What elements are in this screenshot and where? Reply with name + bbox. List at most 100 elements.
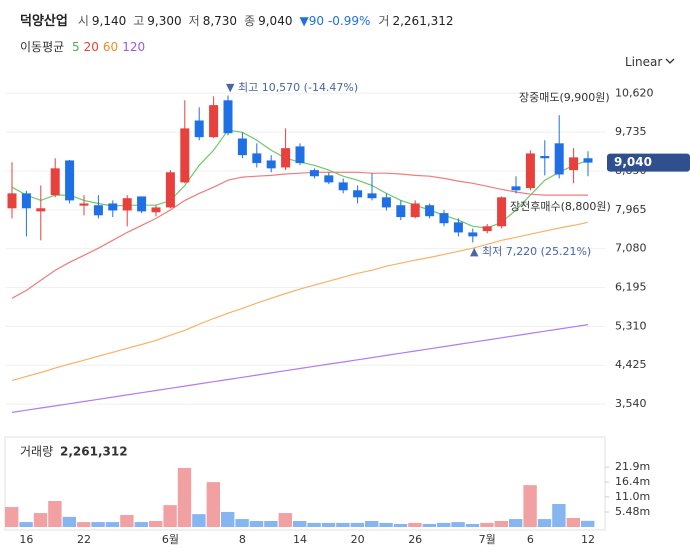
volume-bar [134, 522, 148, 527]
volume-total: 2,261,312 [60, 445, 128, 459]
candle-body [497, 197, 507, 227]
candle-body [569, 157, 579, 171]
volume-bar [393, 523, 408, 527]
candle-body [525, 153, 535, 189]
volume-bar [221, 511, 235, 527]
volume-bar [523, 485, 537, 527]
volume-bar [350, 522, 364, 527]
candle-body [266, 160, 276, 169]
x-tick-label: 22 [77, 533, 91, 546]
volume-tick-label: 21.9m [615, 460, 650, 473]
y-tick-label: 5,310 [615, 319, 647, 332]
candle-body [93, 205, 103, 216]
volume-bar [48, 501, 62, 527]
buy-annotation: 장전후매수(8,800원) [510, 200, 611, 213]
ma-legend-item: 5 [72, 40, 80, 54]
volume-bar [192, 514, 206, 527]
quote-label: 고 [133, 14, 145, 28]
scale-selector[interactable]: Linear [625, 55, 678, 69]
candle-body [108, 203, 118, 211]
volume-bar [537, 519, 552, 527]
volume-bar [365, 520, 379, 527]
x-tick-label: 7월 [479, 533, 496, 546]
volume-bar [163, 505, 177, 527]
ma-line [11, 221, 589, 381]
candle-body [209, 105, 219, 138]
ma-legend-item: 20 [83, 40, 99, 54]
candle-body [281, 148, 291, 168]
x-tick-label: 6 [527, 533, 534, 546]
volume-tick-label: 16.4m [615, 475, 650, 488]
x-tick-label: 8 [239, 533, 246, 546]
candle-body [338, 182, 348, 191]
volume-bar [465, 523, 480, 527]
volume-bar [91, 522, 105, 527]
volume-bar [235, 519, 249, 527]
ma-legend: 이동평균 5 20 60 120 [20, 38, 149, 55]
candle-body [295, 146, 305, 164]
candle-body [468, 232, 478, 237]
volume-bar [5, 507, 19, 527]
y-tick-label: 7,965 [615, 203, 647, 216]
x-tick-label: 14 [293, 533, 307, 546]
candle-body [50, 168, 60, 196]
candle-body [122, 198, 132, 211]
candle-body [324, 175, 334, 183]
low-annotation: ▲ 최저 7,220 (25.21%) [470, 245, 591, 258]
last-price-label: 9,040 [614, 155, 652, 169]
volume-tick-label: 11.0m [615, 490, 650, 503]
candle-body [252, 153, 262, 164]
volume-bar [19, 522, 33, 527]
candle-body [439, 213, 449, 224]
y-tick-label: 4,425 [615, 358, 647, 371]
quote-label: 종 [244, 14, 256, 28]
y-tick-label: 7,080 [615, 242, 647, 255]
candle-body [165, 172, 175, 208]
quote-label: 저 [188, 14, 200, 28]
candle-body [36, 208, 46, 212]
ma-legend-title: 이동평균 [20, 40, 65, 54]
ma-line [11, 171, 588, 299]
volume-bar [480, 522, 494, 527]
candle-body [7, 193, 17, 209]
volume-bar [105, 522, 120, 527]
volume-bar [249, 520, 264, 527]
volume-tick-label: 5.48m [615, 505, 650, 518]
candle-body [65, 160, 75, 201]
volume-bar [422, 523, 436, 527]
last-price-box [607, 153, 690, 172]
x-tick-label: 16 [19, 533, 33, 546]
volume-bar [408, 522, 422, 527]
y-tick-label: 8,850 [615, 164, 647, 177]
chevron [665, 58, 675, 64]
volume-bar [552, 504, 566, 527]
candle-body [453, 222, 463, 233]
candle-body [396, 205, 406, 218]
volume-bar [62, 516, 76, 527]
candle-body [194, 120, 204, 138]
candle-body [353, 190, 363, 198]
volume-bar [149, 520, 163, 527]
candle-body [151, 207, 161, 213]
volume-title: 거래량 [20, 445, 53, 459]
x-tick-label: 20 [351, 533, 365, 546]
candle-body [583, 158, 593, 163]
scale-label[interactable]: Linear [625, 55, 663, 69]
candle-body [425, 205, 435, 217]
x-tick-label: 6월 [162, 533, 179, 546]
quote-value: 2,261,312 [392, 14, 454, 28]
volume-bar [120, 514, 134, 527]
sell-annotation: 장중매도(9,900원) [519, 91, 610, 104]
y-tick-label: 3,540 [615, 397, 647, 410]
high-annotation: ▼ 최고 10,570 (-14.47%) [226, 81, 358, 94]
candle-body [223, 100, 233, 134]
volume-bar [77, 522, 91, 527]
volume-bar [451, 522, 465, 527]
y-tick-label: 6,195 [615, 281, 647, 294]
x-tick-label: 26 [408, 533, 422, 546]
candle-body [381, 197, 391, 208]
quote-label: 시 [77, 14, 89, 28]
ma-line [11, 324, 589, 413]
